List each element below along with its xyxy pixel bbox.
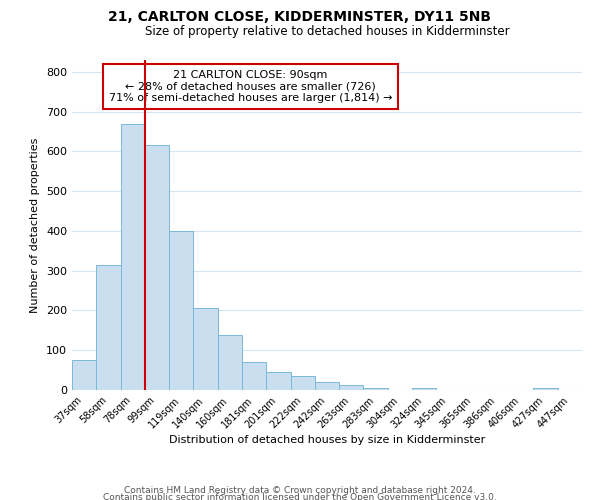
Bar	[169, 231, 193, 390]
Text: Contains HM Land Registry data © Crown copyright and database right 2024.: Contains HM Land Registry data © Crown c…	[124, 486, 476, 495]
Text: 21 CARLTON CLOSE: 90sqm
← 28% of detached houses are smaller (726)
71% of semi-d: 21 CARLTON CLOSE: 90sqm ← 28% of detache…	[109, 70, 392, 103]
Title: Size of property relative to detached houses in Kidderminster: Size of property relative to detached ho…	[145, 25, 509, 38]
Bar	[121, 124, 145, 390]
Bar	[145, 146, 169, 390]
Bar	[72, 360, 96, 390]
Bar	[266, 372, 290, 390]
Bar	[96, 265, 121, 390]
Y-axis label: Number of detached properties: Number of detached properties	[31, 138, 40, 312]
Bar	[242, 362, 266, 390]
Bar	[339, 385, 364, 390]
Bar	[315, 382, 339, 390]
X-axis label: Distribution of detached houses by size in Kidderminster: Distribution of detached houses by size …	[169, 436, 485, 446]
Bar	[290, 376, 315, 390]
Bar	[193, 308, 218, 390]
Text: Contains public sector information licensed under the Open Government Licence v3: Contains public sector information licen…	[103, 494, 497, 500]
Text: 21, CARLTON CLOSE, KIDDERMINSTER, DY11 5NB: 21, CARLTON CLOSE, KIDDERMINSTER, DY11 5…	[109, 10, 491, 24]
Bar	[218, 335, 242, 390]
Bar	[533, 388, 558, 390]
Bar	[412, 388, 436, 390]
Bar	[364, 388, 388, 390]
